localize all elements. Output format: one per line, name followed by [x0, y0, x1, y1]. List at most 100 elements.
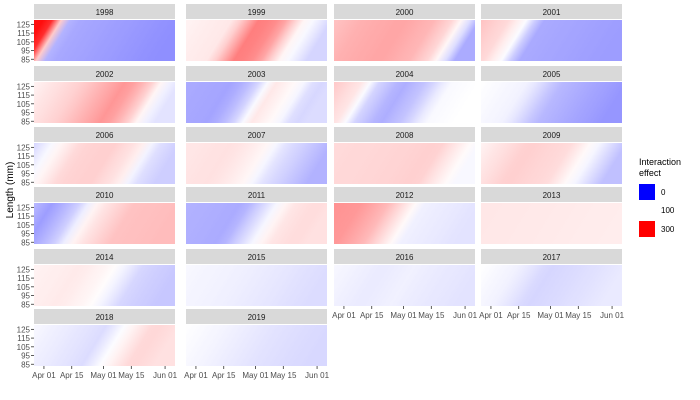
y-tick-label: 85: [21, 360, 30, 369]
facet-strip-2014: [34, 249, 175, 264]
facet-strip-2019: [186, 309, 327, 324]
facet-label-2011: 2011: [248, 191, 266, 200]
heatmap-cells-2009: [481, 143, 622, 184]
x-tick-label: Jun 01: [305, 371, 330, 380]
y-tick-label: 115: [17, 152, 30, 161]
y-tick-label: 115: [17, 274, 30, 283]
y-tick-label: 125: [17, 82, 31, 91]
heatmap-cells-2014: [34, 265, 175, 306]
heatmap-cells-2002: [34, 82, 175, 123]
facet-strip-2006: [34, 127, 175, 142]
facet-strip-2000: [334, 4, 475, 19]
facet-2003: 2003: [186, 66, 327, 123]
facet-strip-2017: [481, 249, 622, 264]
y-tick-label: 95: [21, 170, 30, 179]
y-tick-label: 115: [17, 334, 30, 343]
heatmap-cells-2012: [334, 203, 475, 244]
heatmap-cells-2011: [186, 203, 327, 244]
x-tick-label: Jun 01: [153, 371, 178, 380]
heatmap-cells-2018: [34, 325, 175, 366]
legend-key-high: [639, 221, 655, 237]
facet-strip-2016: [334, 249, 475, 264]
legend-label-low: 0: [661, 188, 666, 197]
facet-2017: 2017 Apr 01 Apr 15 May 01 May 15 Jun 01: [479, 249, 625, 320]
x-tick-label: Apr 15: [507, 311, 531, 320]
facet-2005: 2005: [481, 66, 622, 123]
legend: Interaction effect 0 100 300: [639, 157, 681, 237]
facet-label-1998: 1998: [96, 8, 114, 17]
y-tick-label: 105: [17, 161, 31, 170]
facet-label-2009: 2009: [543, 131, 561, 140]
y-tick-label: 125: [17, 143, 31, 152]
y-tick-label: 115: [17, 91, 30, 100]
facet-strip-2005: [481, 66, 622, 81]
x-tick-label: Jun 01: [453, 311, 478, 320]
y-tick-label: 95: [21, 292, 30, 301]
y-tick-label: 95: [21, 352, 30, 361]
x-tick-label: May 15: [270, 371, 297, 380]
x-tick-label: Apr 01: [184, 371, 208, 380]
y-tick-label: 95: [21, 47, 30, 56]
facet-2016: 2016 Apr 01 Apr 15 May 01 May 15 Jun 01: [332, 249, 478, 320]
y-tick-label: 125: [17, 265, 31, 274]
heatmap-cells-2001: [481, 20, 622, 61]
legend-title-line-1: Interaction: [639, 157, 681, 167]
heatmap-cells-2019: [186, 325, 327, 366]
y-tick-label: 115: [17, 29, 30, 38]
facet-strip-2009: [481, 127, 622, 142]
x-tick-label: Jun 01: [600, 311, 625, 320]
facet-2019: 2019 Apr 01 Apr 15 May 01 May 15 Jun 01: [184, 309, 330, 380]
heatmap-cells-1998: [34, 20, 175, 61]
facet-label-2002: 2002: [96, 70, 114, 79]
facet-2012: 2012: [334, 187, 475, 244]
facet-label-2005: 2005: [543, 70, 561, 79]
x-tick-label: May 01: [242, 371, 269, 380]
facet-label-2013: 2013: [543, 191, 561, 200]
y-tick-label: 105: [17, 38, 31, 47]
y-tick-label: 125: [17, 20, 31, 29]
facet-label-2007: 2007: [248, 131, 266, 140]
facet-label-2019: 2019: [248, 313, 266, 322]
facet-strip-2001: [481, 4, 622, 19]
facet-strip-1998: [34, 4, 175, 19]
facet-2007: 2007: [186, 127, 327, 184]
heatmap-cells-2010: [34, 203, 175, 244]
heatmap-cells-2004: [334, 82, 475, 123]
facet-strip-2015: [186, 249, 327, 264]
heatmap-cells-2007: [186, 143, 327, 184]
legend-key-low: [639, 184, 655, 200]
facet-2001: 2001: [481, 4, 622, 61]
facet-label-1999: 1999: [248, 8, 266, 17]
facet-label-2018: 2018: [96, 313, 114, 322]
y-tick-label: 105: [17, 100, 31, 109]
facet-strip-2007: [186, 127, 327, 142]
x-tick-label: Apr 01: [32, 371, 56, 380]
y-tick-label: 105: [17, 283, 31, 292]
y-tick-label: 105: [17, 221, 31, 230]
x-tick-label: May 01: [90, 371, 117, 380]
y-tick-label: 125: [17, 203, 31, 212]
x-tick-label: May 15: [418, 311, 445, 320]
heatmap-cells-1999: [186, 20, 327, 61]
heatmap-cells-2000: [334, 20, 475, 61]
y-tick-label: 115: [17, 212, 30, 221]
x-tick-label: May 15: [565, 311, 592, 320]
facet-strip-2018: [34, 309, 175, 324]
facet-strip-2002: [34, 66, 175, 81]
facet-strip-1999: [186, 4, 327, 19]
y-tick-label: 85: [21, 300, 30, 309]
y-tick-label: 105: [17, 343, 31, 352]
heatmap-cells-2013: [481, 203, 622, 244]
facet-label-2010: 2010: [96, 191, 114, 200]
facet-2008: 2008: [334, 127, 475, 184]
facet-1999: 1999: [186, 4, 327, 61]
facet-2011: 2011: [186, 187, 327, 244]
x-tick-label: Apr 15: [60, 371, 84, 380]
legend-key-mid: [639, 203, 655, 219]
x-tick-label: Apr 15: [212, 371, 236, 380]
heatmap-cells-2005: [481, 82, 622, 123]
